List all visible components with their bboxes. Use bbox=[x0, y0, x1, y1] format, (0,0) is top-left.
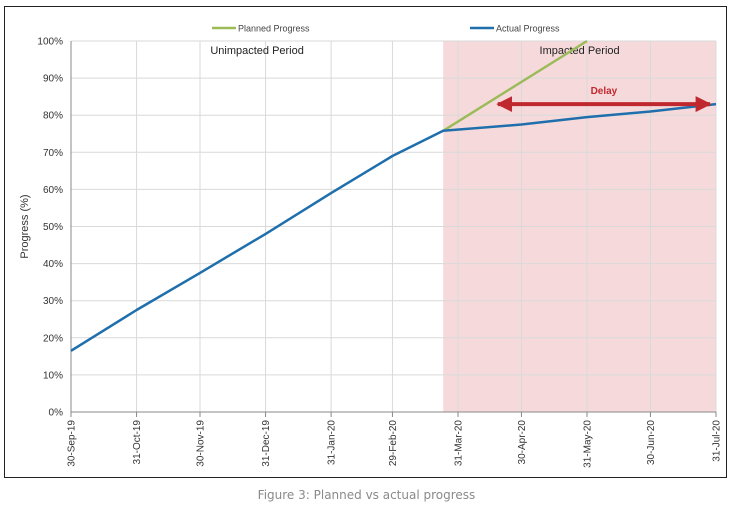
x-tick-label-5: 29-Feb-20 bbox=[388, 420, 399, 467]
y-tick-label-20: 20% bbox=[43, 333, 63, 344]
series-line-planned-progress bbox=[442, 39, 588, 132]
y-axis-title: Progress (%) bbox=[19, 194, 31, 258]
y-tick-label-60: 60% bbox=[43, 185, 63, 196]
region-1-label: Impacted Period bbox=[540, 45, 620, 57]
x-tick-label-9: 30-Jun-20 bbox=[646, 420, 657, 465]
y-tick-label-0: 0% bbox=[49, 408, 64, 419]
y-tick-label-100: 100% bbox=[37, 37, 63, 48]
x-tick-label-10: 31-Jul-20 bbox=[712, 420, 723, 462]
x-tick-label-7: 30-Apr-20 bbox=[517, 420, 528, 465]
y-tick-label-80: 80% bbox=[43, 111, 63, 122]
y-tick-label-50: 50% bbox=[43, 222, 63, 233]
x-tick-label-4: 31-Jan-20 bbox=[327, 420, 338, 465]
y-tick-label-70: 70% bbox=[43, 148, 63, 159]
y-tick-label-10: 10% bbox=[43, 370, 63, 381]
x-tick-label-6: 31-Mar-20 bbox=[454, 420, 465, 467]
region-0-label: Unimpacted Period bbox=[210, 45, 304, 57]
x-tick-label-0: 30-Sep-19 bbox=[67, 420, 78, 467]
delay-label: Delay bbox=[591, 86, 618, 97]
y-tick-label-30: 30% bbox=[43, 296, 63, 307]
x-tick-label-2: 30-Nov-19 bbox=[196, 420, 207, 467]
legend-label-0: Planned Progress bbox=[238, 24, 310, 34]
series-line-actual-progress bbox=[70, 102, 717, 352]
legend-label-1: Actual Progress bbox=[496, 24, 560, 34]
y-tick-label-40: 40% bbox=[43, 259, 63, 270]
y-tick-label-90: 90% bbox=[43, 74, 63, 85]
progress-chart: 0% 10% 20% 30% 40% 50% 60% 70% 80% 90% 100% 30-Sep-… bbox=[19, 24, 723, 468]
x-tick-label-8: 31-May-20 bbox=[583, 420, 594, 468]
x-tick-label-3: 31-Dec-19 bbox=[261, 420, 272, 467]
x-tick-label-1: 31-Oct-19 bbox=[132, 420, 143, 465]
figure-caption: Figure 3: Planned vs actual progress bbox=[257, 488, 476, 502]
